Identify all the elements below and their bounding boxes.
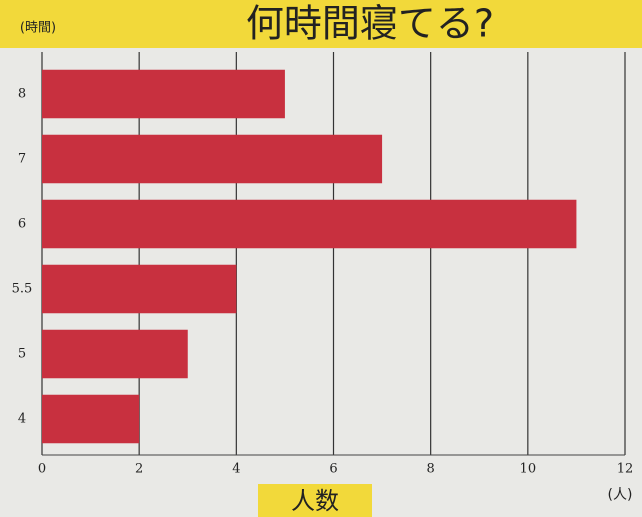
bar [42,329,188,379]
bar [42,134,383,184]
x-tick-label: 12 [617,462,634,477]
x-axis-unit: (人) [608,487,633,503]
x-tick-label: 2 [135,462,143,477]
y-tick-label: 5 [18,347,26,362]
bar [42,394,140,444]
bar [42,199,577,249]
title-band [0,0,642,48]
x-label-box [258,484,372,517]
y-tick-label: 6 [18,217,26,232]
x-tick-label: 6 [329,462,337,477]
x-tick-label: 10 [520,462,537,477]
x-axis-label: 人数 [291,487,339,515]
y-axis-label: (時間) [20,21,56,36]
y-tick-label: 8 [18,87,26,102]
x-tick-label: 4 [232,462,240,477]
bar [42,264,237,314]
y-tick-label: 4 [18,412,26,427]
bar [42,69,285,119]
x-tick-label: 8 [427,462,435,477]
x-tick-label: 0 [38,462,46,477]
chart-title: 何時間寝てる? [246,2,494,46]
y-tick-label: 7 [18,152,26,167]
y-tick-label: 5.5 [12,282,33,297]
